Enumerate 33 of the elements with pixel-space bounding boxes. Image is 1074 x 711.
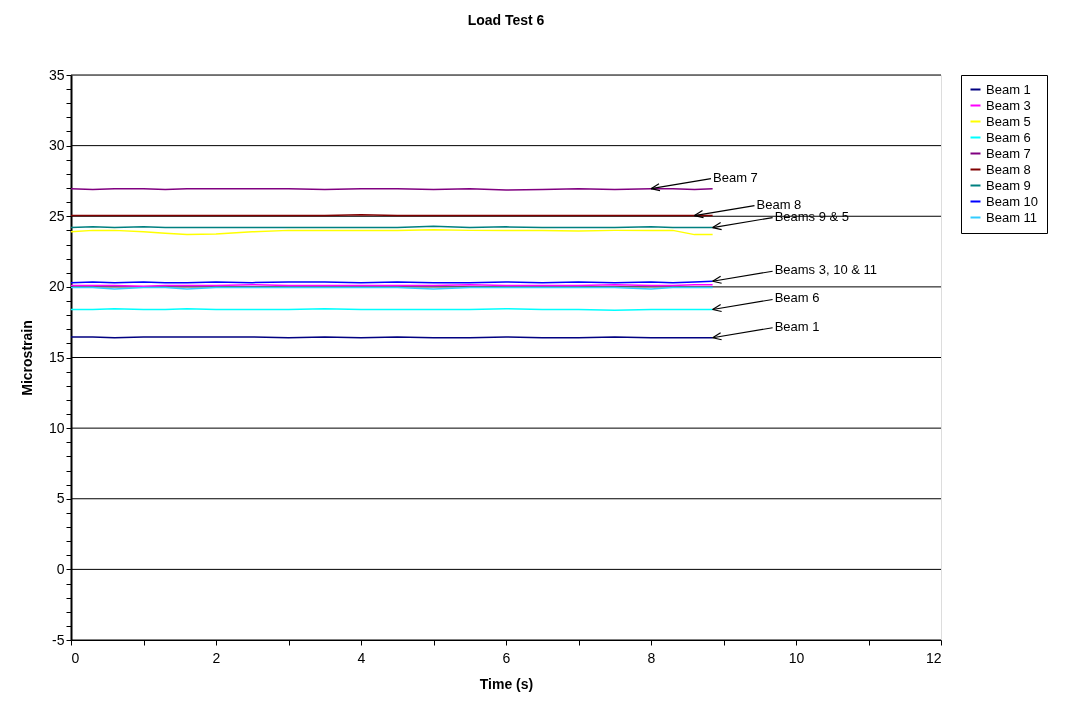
legend-label: Beam 5 bbox=[986, 113, 1031, 129]
x-tick-label: 8 bbox=[647, 649, 656, 666]
y-tick-label: 15 bbox=[48, 349, 65, 365]
legend-label: Beam 6 bbox=[986, 129, 1031, 145]
y-tick-label: 5 bbox=[56, 490, 65, 507]
x-tick-label: 0 bbox=[71, 649, 80, 666]
legend-label: Beam 1 bbox=[986, 81, 1031, 97]
x-tick-label: 4 bbox=[357, 649, 366, 666]
y-tick-label: 35 bbox=[48, 66, 65, 83]
y-tick-label: 0 bbox=[56, 560, 65, 577]
x-tick-label: 2 bbox=[212, 649, 221, 666]
legend-label: Beam 8 bbox=[986, 161, 1031, 177]
y-tick-label: 20 bbox=[48, 278, 65, 295]
x-tick-label: 6 bbox=[502, 649, 511, 666]
legend-label: Beam 11 bbox=[986, 209, 1038, 225]
annotation: Beam 1 bbox=[774, 318, 820, 334]
legend-label: Beam 10 bbox=[986, 193, 1039, 209]
chart-title: Load Test 6 bbox=[467, 12, 545, 28]
x-tick-label: 10 bbox=[788, 649, 805, 666]
annotation: Beam 6 bbox=[774, 290, 820, 306]
y-axis-title: Microstrain bbox=[18, 320, 35, 396]
x-axis-title: Time (s) bbox=[479, 675, 534, 692]
y-tick-label: 30 bbox=[48, 137, 65, 154]
y-tick-label: 25 bbox=[48, 207, 65, 224]
annotation: Beams 3, 10 & 11 bbox=[774, 262, 877, 278]
annotation: Beam 8 bbox=[756, 196, 802, 212]
annotation: Beam 7 bbox=[713, 169, 758, 185]
y-tick-label: -5 bbox=[52, 631, 65, 648]
legend-label: Beam 3 bbox=[986, 97, 1031, 113]
legend-label: Beam 7 bbox=[986, 145, 1031, 161]
legend-label: Beam 9 bbox=[986, 177, 1031, 193]
y-tick-label: 10 bbox=[48, 419, 65, 436]
x-tick-label: 12 bbox=[925, 649, 942, 666]
